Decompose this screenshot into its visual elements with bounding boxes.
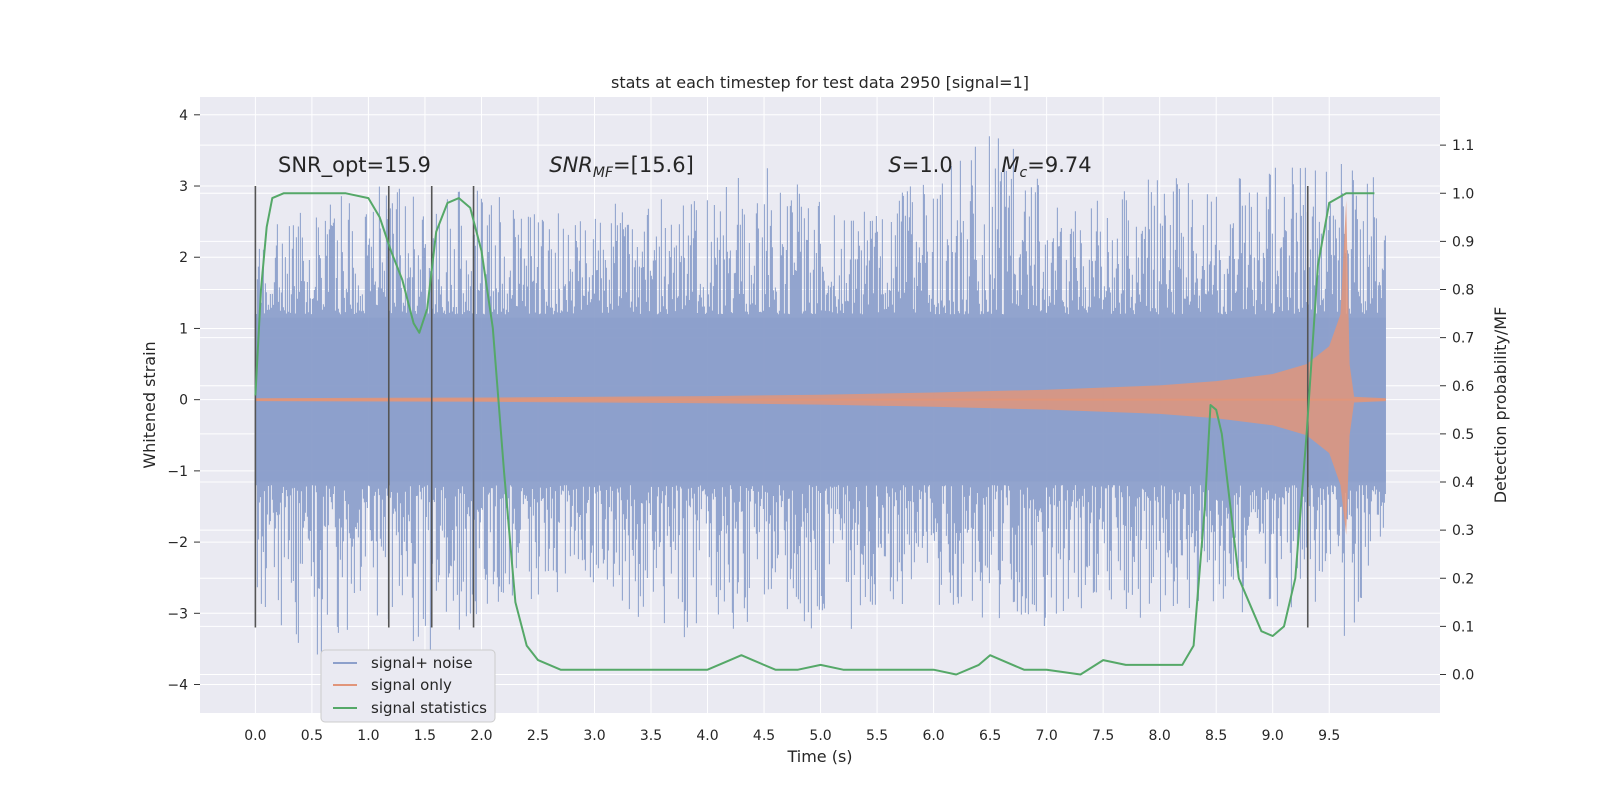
y2-tick-label: 0.4 [1452,475,1474,491]
x-tick-label: 4.5 [753,728,775,744]
x-tick-label: 1.5 [414,728,436,744]
y2-tick-label: 1.1 [1452,138,1474,154]
y2-axis-label: Detection probability/MF [1491,307,1510,504]
annotations: SNR_opt=15.9 SNRMF=[15.6] S=1.0 Mc=9.74 [278,153,1092,181]
y2-tick-label: 0.7 [1452,331,1474,347]
x-axis-ticks: 0.0 0.5 1.0 1.5 2.0 2.5 3.0 3.5 4.0 4.5 5.0 5.5 6.0 6… [244,728,1340,744]
x-tick-label: 2.5 [527,728,549,744]
x-tick-label: 6.0 [922,728,944,744]
y2-tick-label: 0.3 [1452,523,1474,539]
x-tick-label: 7.0 [1036,728,1058,744]
x-tick-label: 4.0 [696,728,718,744]
x-tick-label: 0.0 [244,728,266,744]
annotation: SNR_opt=15.9 [278,153,431,178]
x-tick-label: 7.5 [1092,728,1114,744]
x-tick-label: 6.5 [979,728,1001,744]
y-tick-label: −4 [167,678,188,694]
x-tick-label: 5.0 [809,728,831,744]
y-tick-label: 1 [179,321,188,337]
y-tick-label: 3 [179,179,188,195]
x-tick-label: 0.5 [301,728,323,744]
y-tick-label: −3 [167,606,188,622]
y2-tick-label: 0.6 [1452,379,1474,395]
y-tick-label: 4 [179,108,188,124]
statistics-line [254,192,1375,676]
annotation: Mc=9.74 [1001,153,1091,181]
annotation: SNRMF=[15.6] [549,153,694,181]
x-tick-label: 1.0 [357,728,379,744]
x-tick-label: 2.0 [470,728,492,744]
y-tick-label: 0 [179,393,188,409]
legend-label-signal-statistics: signal statistics [371,699,487,717]
y2-tick-label: 0.8 [1452,283,1474,299]
series-signal-statistics [254,192,1375,676]
y-axis-label: Whitened strain [140,341,159,468]
y2-tick-label: 1.0 [1452,186,1474,202]
legend-label-signal-noise: signal+ noise [371,654,473,672]
y2-tick-label: 0.9 [1452,234,1474,250]
legend-label-signal-only: signal only [371,676,452,694]
x-tick-label: 3.0 [583,728,605,744]
y-tick-label: 2 [179,250,188,266]
x-tick-label: 3.5 [640,728,662,744]
x-axis-label: Time (s) [786,747,852,766]
y2-tick-label: 0.0 [1452,668,1474,684]
x-tick-label: 9.0 [1262,728,1284,744]
x-tick-label: 9.5 [1318,728,1340,744]
y2-tick-label: 0.5 [1452,427,1474,443]
x-tick-label: 8.5 [1205,728,1227,744]
x-tick-label: 8.0 [1149,728,1171,744]
chart-title: stats at each timestep for test data 295… [611,73,1029,92]
y2-tick-label: 0.2 [1452,571,1474,587]
y-tick-label: −2 [167,535,188,551]
y-axis-ticks: −4 −3 −2 −1 0 1 2 3 4 [167,108,200,694]
legend-box [320,649,496,723]
y2-tick-label: 0.1 [1452,619,1474,635]
x-tick-label: 5.5 [866,728,888,744]
legend: signal+ noise signal only signal statist… [320,649,496,723]
annotation: S=1.0 [888,153,952,177]
y-tick-label: −1 [167,464,188,480]
y2-axis-ticks: 0.0 0.1 0.2 0.3 0.4 0.5 0.6 0.7 0.8 0.9 1.0 1.1 [1440,138,1474,684]
series-signal-only [255,200,1386,536]
